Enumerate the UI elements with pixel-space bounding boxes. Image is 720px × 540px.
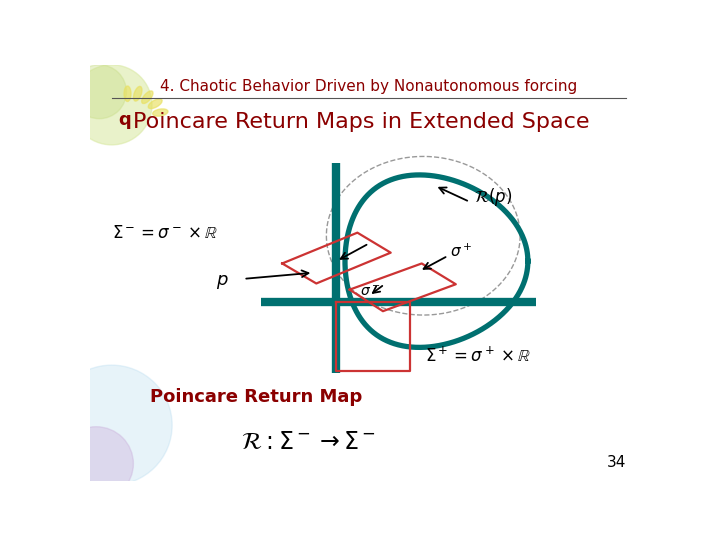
- Text: $\mathcal{R}(p)$: $\mathcal{R}(p)$: [474, 186, 513, 208]
- Ellipse shape: [124, 86, 131, 102]
- Ellipse shape: [153, 109, 168, 116]
- Text: $\mathcal{R} : \Sigma^- \rightarrow \Sigma^-$: $\mathcal{R} : \Sigma^- \rightarrow \Sig…: [241, 430, 376, 454]
- Text: $\sigma^+$: $\sigma^+$: [451, 242, 472, 260]
- Text: Poincare Return Maps in Extended Space: Poincare Return Maps in Extended Space: [133, 112, 590, 132]
- Text: 34: 34: [607, 455, 626, 470]
- Circle shape: [72, 65, 127, 119]
- Circle shape: [51, 365, 172, 485]
- Ellipse shape: [148, 99, 162, 109]
- Circle shape: [71, 65, 152, 145]
- Text: $\Sigma^+ = \sigma^+ \times \mathbb{R}$: $\Sigma^+ = \sigma^+ \times \mathbb{R}$: [425, 346, 531, 366]
- Text: $\Sigma^- = \sigma^- \times \mathbb{R}$: $\Sigma^- = \sigma^- \times \mathbb{R}$: [112, 224, 217, 242]
- Text: $\mathbf{q}$: $\mathbf{q}$: [118, 113, 131, 131]
- Circle shape: [59, 427, 133, 501]
- Text: Poincare Return Map: Poincare Return Map: [150, 388, 363, 407]
- Ellipse shape: [133, 86, 142, 101]
- Text: 4. Chaotic Behavior Driven by Nonautonomous forcing: 4. Chaotic Behavior Driven by Nonautonom…: [161, 79, 577, 94]
- Text: $p$: $p$: [215, 273, 228, 291]
- Text: $\sigma^-$: $\sigma^-$: [360, 285, 380, 299]
- Ellipse shape: [142, 91, 153, 104]
